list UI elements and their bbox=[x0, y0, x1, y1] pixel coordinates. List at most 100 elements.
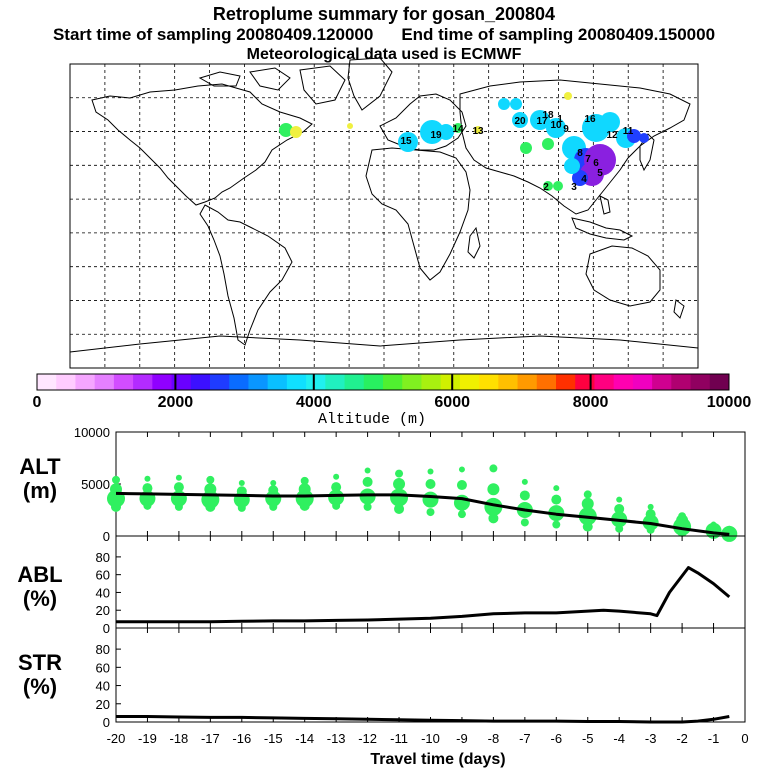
plume-marker bbox=[546, 118, 566, 138]
x-tick-label: -10 bbox=[421, 731, 440, 746]
map-age-label: 6 bbox=[593, 158, 599, 169]
alt-scatter-point bbox=[583, 490, 592, 499]
plume-marker bbox=[627, 129, 641, 143]
plume-marker bbox=[498, 98, 510, 110]
plume-marker bbox=[453, 123, 463, 133]
alt-scatter-point bbox=[394, 503, 405, 514]
map-age-label: 14 bbox=[452, 124, 464, 135]
panel-ylabel: ALT bbox=[19, 454, 61, 479]
coastlines bbox=[69, 57, 699, 353]
colorbar-cell bbox=[286, 374, 307, 390]
alt-scatter-point bbox=[456, 480, 467, 491]
alt-scatter-point bbox=[270, 479, 277, 486]
plume-marker bbox=[398, 132, 418, 152]
x-tick-label: -16 bbox=[232, 731, 251, 746]
colorbar-cell bbox=[613, 374, 634, 390]
map-age-label: 8 bbox=[577, 148, 583, 159]
plume-marker bbox=[520, 142, 532, 154]
colorbar-tick-label: 4000 bbox=[296, 394, 332, 411]
end-time-label: End time of sampling 20080409.150000 bbox=[401, 25, 716, 44]
plume-marker bbox=[510, 98, 522, 110]
x-tick-label: 0 bbox=[741, 731, 748, 746]
map-age-label: 13 bbox=[472, 126, 484, 137]
colorbar-border bbox=[36, 373, 730, 391]
alt-scatter-point bbox=[144, 475, 151, 482]
x-tick-label: -8 bbox=[488, 731, 500, 746]
plume-marker bbox=[564, 92, 572, 100]
map-age-label: 5 bbox=[597, 168, 603, 179]
x-tick-label: -18 bbox=[170, 731, 189, 746]
colorbar-cell bbox=[479, 374, 499, 390]
alt-scatter-point bbox=[269, 502, 278, 511]
colorbar-cell bbox=[171, 374, 192, 390]
alt-scatter-point bbox=[364, 467, 371, 474]
y-tick-label: 5000 bbox=[81, 477, 110, 492]
colorbar-tick-label: 2000 bbox=[158, 394, 194, 411]
map-age-label: 2 bbox=[543, 182, 549, 193]
x-tick-label: -15 bbox=[264, 731, 283, 746]
plume-marker bbox=[512, 112, 528, 128]
colorbar-cell bbox=[652, 374, 672, 390]
alt-scatter-point bbox=[582, 521, 593, 532]
series-line bbox=[115, 491, 730, 536]
alt-scatter-point bbox=[521, 478, 528, 485]
colorbar-cell bbox=[75, 374, 96, 390]
start-time-label: Start time of sampling 20080409.120000 bbox=[52, 25, 374, 44]
x-tick-label: -9 bbox=[456, 731, 468, 746]
colorbar-cell bbox=[459, 374, 480, 390]
colorbar-cell bbox=[556, 374, 576, 390]
y-tick-label: 20 bbox=[96, 697, 110, 712]
y-tick-label: 0 bbox=[103, 529, 110, 544]
alt-scatter-point bbox=[111, 501, 121, 512]
map-age-label: 7 bbox=[585, 154, 591, 165]
map-age-label: 15 bbox=[400, 136, 412, 147]
colorbar-cell bbox=[37, 374, 57, 390]
colorbar-cell bbox=[306, 374, 326, 390]
met-data-label: Meteorological data used is ECMWF bbox=[246, 46, 522, 63]
plume-marker bbox=[572, 170, 588, 186]
alt-scatter-point bbox=[551, 494, 562, 505]
series-line bbox=[116, 566, 731, 624]
alt-scatter-point bbox=[489, 464, 498, 473]
map-frame bbox=[69, 63, 699, 369]
colorbar-tick-label: 8000 bbox=[573, 394, 609, 411]
map-age-label: 10 bbox=[550, 120, 562, 131]
x-tick-label: -11 bbox=[390, 731, 408, 746]
alt-scatter-point bbox=[174, 502, 183, 511]
colorbar-cells bbox=[36, 373, 730, 391]
plume-marker bbox=[564, 158, 580, 174]
map-age-label: 9 bbox=[563, 124, 569, 135]
map-age-label: 18 bbox=[542, 110, 554, 121]
alt-scatter-point bbox=[519, 490, 530, 501]
y-tick-label: 40 bbox=[96, 585, 110, 600]
alt-scatter-point bbox=[425, 479, 436, 489]
plume-marker bbox=[438, 124, 454, 140]
alt-scatter-point bbox=[615, 524, 624, 533]
alt-scatter-point bbox=[333, 473, 340, 480]
plume-marker bbox=[279, 123, 293, 137]
alt-scatter-point bbox=[646, 525, 655, 534]
alt-scatter-point bbox=[458, 466, 465, 473]
x-tick-label: -4 bbox=[613, 731, 625, 746]
x-axis: -20 -19 -18 -17 -16 -15 -14 -13 -12 -11 -10 -9 -8 -7-… bbox=[107, 731, 749, 746]
map-age-label: 17 bbox=[536, 116, 548, 127]
alt-scatter-point bbox=[484, 497, 503, 516]
alt-scatter-point bbox=[300, 476, 309, 485]
colorbar-cell bbox=[421, 374, 442, 390]
x-tick-label: -7 bbox=[519, 731, 531, 746]
panel-ylabel: (%) bbox=[23, 674, 57, 699]
plume-marker bbox=[543, 181, 553, 191]
colorbar-axis-label: Altitude (m) bbox=[318, 411, 426, 428]
map-age-label: 19 bbox=[430, 130, 442, 141]
alt-scatter-point bbox=[205, 501, 216, 512]
colorbar-cell bbox=[190, 374, 211, 390]
panel-frame bbox=[115, 627, 746, 723]
colorbar-cell bbox=[229, 374, 249, 390]
plume-marker bbox=[290, 126, 302, 138]
alt-scatter-point bbox=[295, 489, 314, 508]
panel-ylabel: (%) bbox=[23, 586, 57, 611]
plume-marker bbox=[553, 181, 563, 191]
colorbar-cell bbox=[210, 374, 230, 390]
